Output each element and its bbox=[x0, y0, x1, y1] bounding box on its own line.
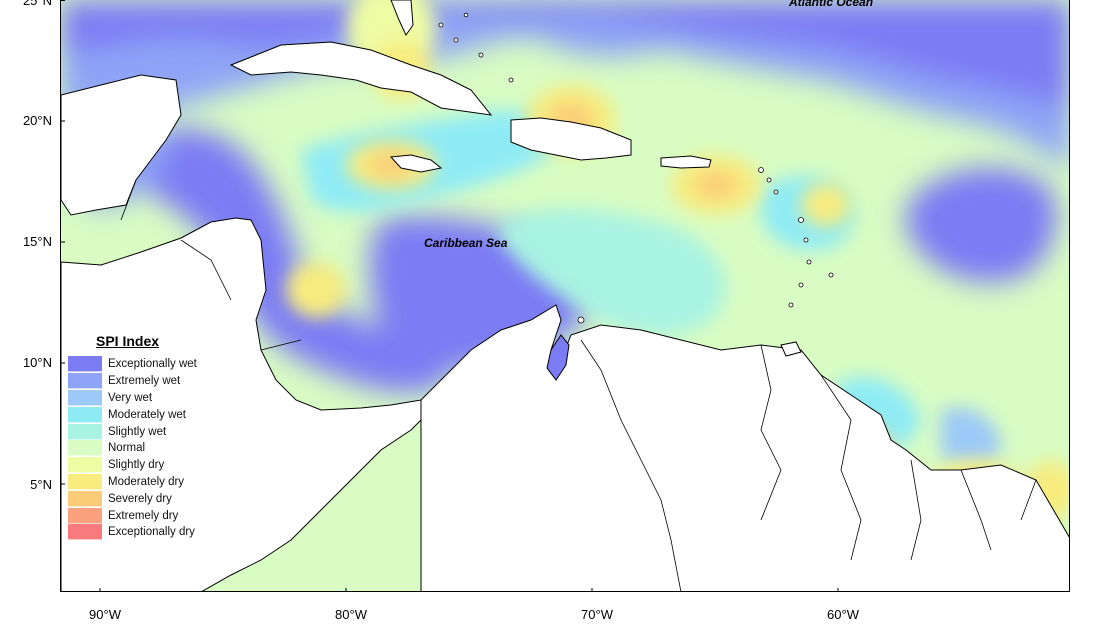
legend-item: Extremely wet bbox=[68, 373, 208, 390]
legend-item: Severely dry bbox=[68, 490, 208, 507]
legend-swatch bbox=[68, 490, 102, 507]
jamaica-land bbox=[389, 154, 443, 173]
legend-label: Normal bbox=[108, 442, 146, 455]
yucatan-land bbox=[61, 74, 182, 216]
florida-land bbox=[390, 0, 414, 36]
hispaniola-land bbox=[510, 117, 632, 161]
legend-label: Slightly dry bbox=[108, 459, 165, 472]
small-islands bbox=[438, 12, 834, 324]
legend-item: Slightly dry bbox=[68, 457, 208, 474]
legend-label: Very wet bbox=[108, 391, 153, 404]
lat-label-5n: 5°N bbox=[30, 477, 52, 492]
atlantic-ocean-label: Atlantic Ocean bbox=[789, 0, 874, 9]
legend-items: Exceptionally wet Extremely wet Very wet Mo… bbox=[68, 356, 208, 541]
legend-swatch bbox=[68, 373, 102, 390]
lon-label-90w: 90°W bbox=[89, 607, 121, 622]
spi-map-canvas bbox=[61, 0, 1069, 591]
legend-item: Moderately dry bbox=[68, 473, 208, 491]
legend-title: SPI Index bbox=[96, 333, 160, 349]
legend-item: Normal bbox=[68, 440, 208, 457]
spi-map bbox=[60, 0, 1070, 592]
legend-swatch bbox=[68, 423, 102, 440]
legend-swatch bbox=[68, 473, 102, 490]
land-masses bbox=[61, 0, 1069, 591]
central-america-land bbox=[61, 217, 432, 591]
legend-swatch bbox=[68, 440, 102, 457]
legend-swatch bbox=[68, 507, 102, 524]
lake-maracaibo bbox=[546, 334, 570, 381]
legend-label: Severely dry bbox=[108, 492, 172, 505]
legend-label: Extremely wet bbox=[108, 375, 181, 388]
trinidad-land bbox=[780, 341, 802, 357]
legend-label: Moderately wet bbox=[108, 408, 186, 421]
caribbean-sea-label: Caribbean Sea bbox=[424, 236, 508, 250]
legend-label: Exceptionally wet bbox=[108, 358, 197, 371]
legend-swatch bbox=[68, 457, 102, 474]
legend-label: Moderately dry bbox=[108, 475, 185, 488]
legend-swatch bbox=[68, 406, 102, 423]
puerto-rico-land bbox=[660, 155, 712, 169]
lat-label-25n: 25°N bbox=[22, 0, 52, 8]
axis-ticks bbox=[61, 0, 839, 591]
lat-label-15n: 15°N bbox=[22, 234, 52, 249]
lat-label-10n: 10°N bbox=[22, 355, 52, 370]
country-borders bbox=[120, 179, 1037, 591]
legend-swatch bbox=[68, 356, 102, 373]
lon-label-70w: 70°W bbox=[581, 607, 613, 622]
lon-label-80w: 80°W bbox=[335, 607, 367, 622]
legend-item: Extremely dry bbox=[68, 507, 208, 524]
cuba-outline bbox=[230, 41, 492, 116]
legend-item: Very wet bbox=[68, 389, 208, 407]
lon-label-60w: 60°W bbox=[827, 607, 859, 622]
legend-item: Exceptionally wet bbox=[68, 356, 208, 373]
lat-label-20n: 20°N bbox=[22, 113, 52, 128]
legend-swatch bbox=[68, 389, 102, 406]
legend-label: Extremely dry bbox=[108, 509, 179, 522]
legend-item: Slightly wet bbox=[68, 423, 208, 440]
legend-label: Slightly wet bbox=[108, 425, 167, 438]
legend-item: Exceptionally dry bbox=[68, 524, 208, 541]
legend-label: Exceptionally dry bbox=[108, 526, 195, 539]
legend-item: Moderately wet bbox=[68, 406, 208, 423]
legend-swatch bbox=[68, 524, 102, 541]
spi-legend: SPI Index Exceptionally wet Extremely wet… bbox=[68, 333, 208, 541]
